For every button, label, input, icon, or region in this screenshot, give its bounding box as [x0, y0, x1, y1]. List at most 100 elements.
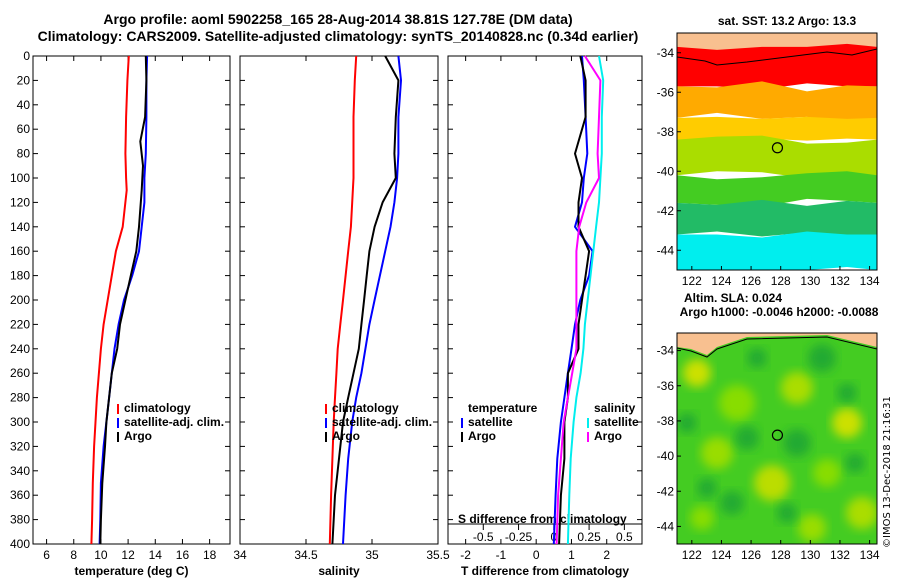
temperature-legend-label: satellite-adj. clim. [124, 415, 224, 429]
difference-series-t-argo [558, 55, 591, 545]
sla-anomaly-blob [683, 359, 711, 387]
sla-map-subtitle: Argo h1000: -0.0046 h2000: -0.0088 [680, 305, 879, 319]
depth-tick-label: 240 [10, 342, 30, 356]
sla-map-xtick-label: 128 [771, 548, 791, 562]
depth-tick-label: 260 [10, 366, 30, 380]
depth-tick-label: 0 [23, 49, 30, 63]
depth-tick-label: 40 [17, 98, 31, 112]
sst-map-field [677, 33, 877, 270]
diff-legend-label-t: Argo [468, 429, 496, 443]
temperature-xtick-label: 12 [121, 548, 135, 562]
depth-tick-label: 160 [10, 244, 30, 258]
depth-tick-label: 220 [10, 317, 30, 331]
diff-legend-label-s: Argo [594, 429, 622, 443]
diff-legend-label-t: satellite [468, 415, 513, 429]
sla-map-ytick-label: -36 [657, 379, 675, 393]
sla-anomaly-blob [690, 506, 714, 530]
sst-band-red [677, 43, 877, 90]
depth-tick-label: 100 [10, 171, 30, 185]
salinity-x-axis-label: salinity [318, 564, 360, 578]
difference-xtick-label: 0 [533, 548, 540, 562]
sst-map-frame [676, 32, 878, 271]
s-diff-axis-label: S difference from climatology [458, 512, 627, 526]
sla-anomaly-blob [701, 437, 733, 469]
sla-anomaly-blob [798, 514, 826, 542]
depth-tick-label: 280 [10, 391, 30, 405]
sla-anomaly-blob [677, 413, 697, 433]
sst-map-xtick-label: 134 [860, 274, 880, 288]
sla-anomaly-blob [754, 465, 790, 501]
salinity-xtick-label: 34.5 [294, 548, 318, 562]
sla-anomaly-blob [837, 383, 857, 403]
sst-map-xtick-label: 132 [830, 274, 850, 288]
sla-anomaly-blob [832, 408, 862, 438]
sst-map-ytick-label: -38 [657, 125, 675, 139]
depth-tick-label: 120 [10, 195, 30, 209]
depth-tick-label: 340 [10, 464, 30, 478]
sla-anomaly-blob [719, 385, 755, 421]
temperature-xtick-label: 8 [70, 548, 77, 562]
sla-anomaly-blob [783, 429, 811, 457]
sla-map-frame [676, 332, 878, 545]
difference-xtick-label: 2 [603, 548, 610, 562]
sst-coastline [677, 48, 877, 66]
salinity-panel: 34 34.5 35 35.5 salinity climatologysatellite… [233, 55, 450, 578]
sla-anomaly-blob [808, 344, 836, 372]
depth-tick-label: 80 [17, 147, 31, 161]
sla-anomaly-blob [813, 459, 841, 487]
sst-band-yellow-green [677, 135, 877, 180]
sla-map-panel: 122 124 126 128 130 132 134 -34 -36 -38 -40 -42 -44 A… [657, 291, 880, 562]
difference-panel: -2 -1 0 1 2 S difference from climatology -0.5… [447, 55, 643, 578]
depth-tick-label: 60 [17, 122, 31, 136]
sst-map-xtick-label: 122 [682, 274, 702, 288]
depth-tick-label: 320 [10, 439, 30, 453]
sla-anomaly-blob [697, 478, 717, 498]
temperature-xtick-label: 6 [43, 548, 50, 562]
salinity-legend-label: climatology [332, 401, 399, 415]
sla-map-xtick-label: 132 [830, 548, 850, 562]
temperature-legend-label: Argo [124, 429, 152, 443]
temperature-series-argo [99, 55, 148, 545]
sla-anomaly-blob [781, 372, 813, 404]
sla-map-xtick-label: 122 [682, 548, 702, 562]
sla-map-ytick-label: -40 [657, 449, 675, 463]
diff-legend-label-s: satellite [594, 415, 639, 429]
figure-title-line1: Argo profile: aoml 5902258_165 28-Aug-20… [103, 11, 572, 27]
argo-position-marker [771, 142, 784, 154]
sla-anomaly-blob [846, 497, 877, 529]
salinity-series-climatology [328, 55, 358, 545]
difference-x-axis-label: T difference from climatology [461, 564, 629, 578]
temperature-panel: 6 8 10 12 14 16 180204060801001201401601802002… [10, 49, 231, 578]
s-diff-tick-label: -0.5 [473, 530, 494, 544]
argo-position-marker [771, 429, 784, 441]
temperature-series-satellite-adj-clim- [98, 55, 149, 545]
sla-map-xtick-label: 134 [860, 548, 880, 562]
depth-tick-label: 140 [10, 220, 30, 234]
depth-tick-label: 380 [10, 513, 30, 527]
sla-anomaly-blob [720, 491, 744, 515]
sst-band-green [677, 171, 877, 207]
s-diff-tick-label: -0.25 [505, 530, 533, 544]
sla-map-field [677, 333, 877, 544]
sla-anomaly-blob [845, 453, 865, 473]
sla-map-xtick-label: 124 [711, 548, 731, 562]
temperature-plot-frame [32, 55, 231, 545]
salinity-series-argo [331, 55, 400, 545]
temperature-x-axis-label: temperature (deg C) [74, 564, 188, 578]
temperature-xtick-label: 18 [203, 548, 217, 562]
sst-map-ytick-label: -42 [657, 204, 675, 218]
salinity-xtick-label: 35.5 [426, 548, 450, 562]
depth-tick-label: 400 [10, 537, 30, 551]
temperature-legend-label: climatology [124, 401, 191, 415]
sla-map-ytick-label: -38 [657, 414, 675, 428]
salinity-xtick-label: 34 [233, 548, 247, 562]
sla-map-ytick-label: -44 [657, 519, 675, 533]
sst-map-ytick-label: -34 [657, 46, 675, 60]
sla-anomaly-blob [777, 503, 797, 523]
difference-xtick-label: 1 [568, 548, 575, 562]
sla-land [677, 333, 877, 355]
depth-tick-label: 180 [10, 269, 30, 283]
salinity-series-satellite-adj-clim- [342, 55, 402, 545]
